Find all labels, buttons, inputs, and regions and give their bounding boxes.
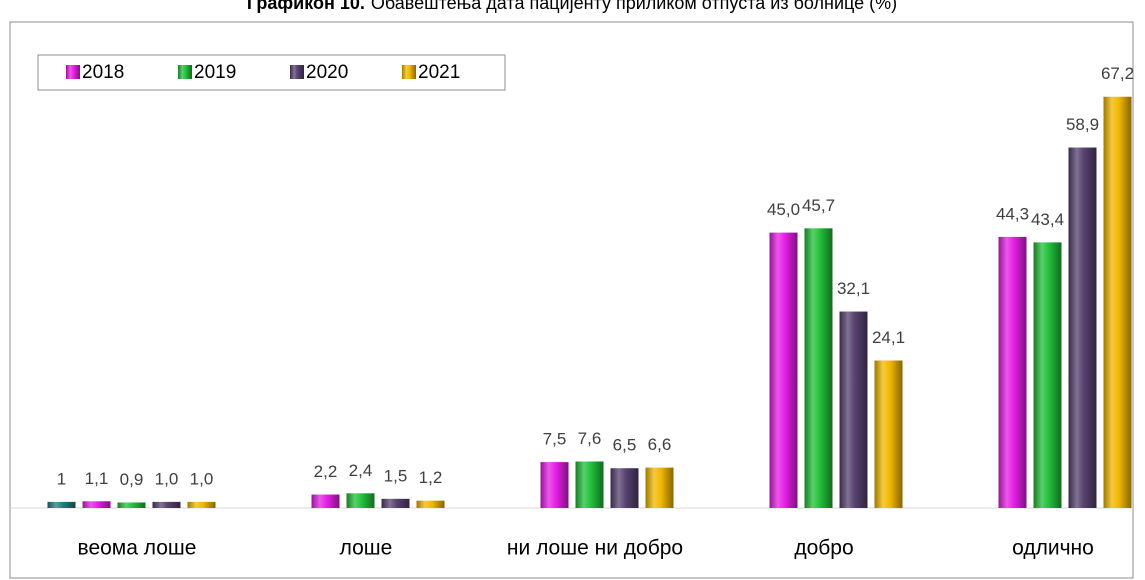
bar — [839, 311, 868, 508]
bar — [575, 461, 604, 508]
x-tick-label: ни лоше ни добро — [507, 537, 683, 560]
value-label: 6,6 — [648, 435, 672, 454]
value-label: 32,1 — [837, 279, 870, 298]
value-label: 7,6 — [578, 429, 602, 448]
value-label: 2,4 — [349, 461, 373, 480]
value-label: 0,9 — [120, 470, 144, 489]
bar — [804, 228, 833, 509]
value-label: 2,2 — [314, 462, 338, 481]
value-label: 24,1 — [872, 328, 905, 347]
bar — [1103, 96, 1132, 509]
chart-frame — [9, 21, 1134, 579]
value-label: 58,9 — [1066, 115, 1099, 134]
bar — [152, 501, 181, 508]
value-label: 7,5 — [543, 430, 567, 449]
legend-swatch — [290, 65, 304, 79]
legend-label: 2020 — [306, 62, 348, 83]
value-label: 45,7 — [802, 196, 835, 215]
bar — [540, 462, 569, 508]
x-tick-label: лоше — [340, 537, 393, 560]
bar — [117, 502, 146, 508]
value-label: 1,1 — [85, 469, 109, 488]
bar — [187, 501, 216, 508]
bar — [610, 468, 639, 508]
legend-label: 2018 — [82, 62, 124, 83]
bar — [381, 498, 410, 508]
value-label: 44,3 — [996, 204, 1029, 223]
bar — [47, 501, 76, 508]
bar — [645, 467, 674, 508]
bar — [346, 493, 375, 508]
value-label: 1,0 — [190, 469, 214, 488]
bar — [311, 494, 340, 508]
value-label: 1,0 — [155, 469, 179, 488]
value-label: 45,0 — [767, 200, 800, 219]
legend-swatch — [178, 65, 192, 79]
title-label: Графикон 10. — [247, 0, 365, 13]
value-label: 6,5 — [613, 436, 637, 455]
bar — [998, 236, 1027, 508]
bar — [874, 360, 903, 508]
chart-title: Графикон 10. Обавештења дата пацијенту пр… — [247, 0, 897, 13]
x-tick-label: одлично — [1012, 537, 1094, 560]
bar — [1068, 147, 1097, 509]
legend-label: 2019 — [194, 62, 236, 83]
bar — [416, 500, 445, 508]
value-label: 1,2 — [419, 468, 443, 487]
value-label: 67,2 — [1101, 64, 1134, 83]
legend-swatch — [66, 65, 80, 79]
title-text: Обавештења дата пацијенту приликом отпус… — [371, 0, 897, 13]
legend-box — [37, 54, 506, 91]
legend-swatch — [402, 65, 416, 79]
bar — [769, 232, 798, 508]
legend-label: 2021 — [418, 62, 460, 83]
bar — [1033, 242, 1062, 508]
x-tick-label: добро — [794, 537, 853, 560]
bar — [82, 501, 111, 508]
value-label: 43,4 — [1031, 210, 1064, 229]
value-label: 1,5 — [384, 466, 408, 485]
x-tick-label: веома лоше — [78, 537, 197, 560]
value-label: 1 — [57, 469, 66, 488]
